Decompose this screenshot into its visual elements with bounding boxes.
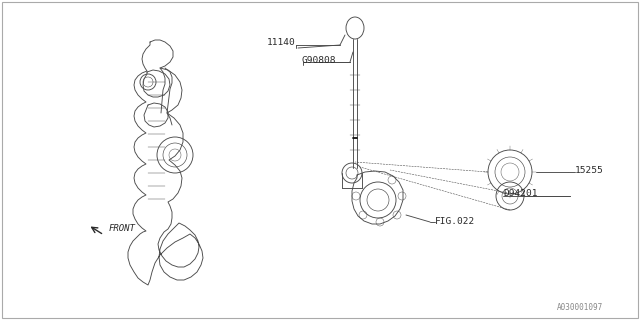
Text: 11140: 11140 — [268, 37, 296, 46]
Text: FIG.022: FIG.022 — [435, 218, 476, 227]
Text: FRONT: FRONT — [109, 224, 136, 233]
Text: 15255: 15255 — [575, 165, 604, 174]
Text: A030001097: A030001097 — [557, 303, 603, 313]
Text: G90808: G90808 — [302, 55, 337, 65]
Text: D94201: D94201 — [503, 189, 538, 198]
